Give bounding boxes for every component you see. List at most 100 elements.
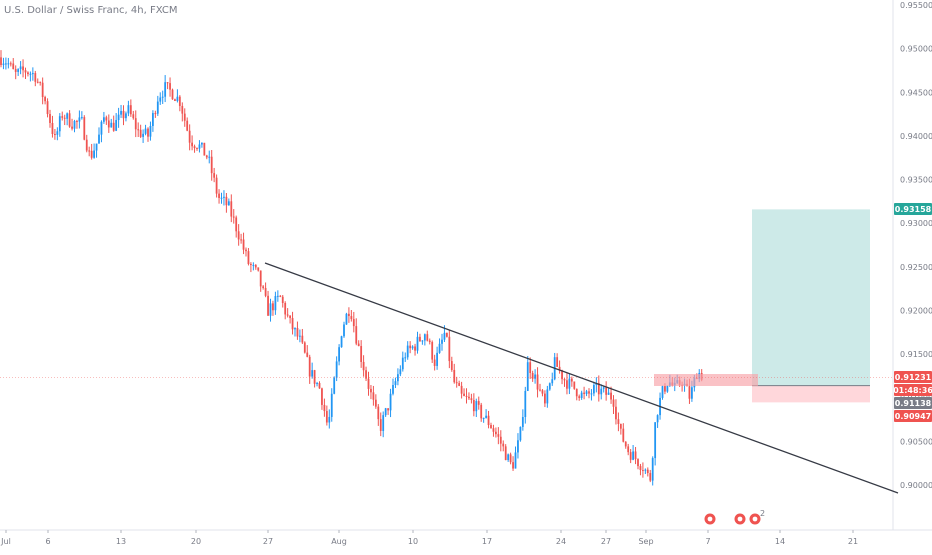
stop-loss-zone[interactable] — [752, 385, 870, 403]
candle-body-23 — [56, 131, 59, 135]
candle-body-174 — [426, 334, 429, 341]
candle-body-40 — [98, 134, 100, 144]
candle-body-97 — [237, 231, 240, 240]
candle-body-255 — [624, 441, 627, 447]
candle-body-22 — [54, 133, 56, 135]
price-tag-label-0: 0.93158 — [895, 205, 932, 214]
price-tag-3 — [894, 397, 932, 409]
candle-body-166 — [406, 345, 409, 358]
candle-body-129 — [316, 383, 318, 385]
candles — [0, 50, 703, 486]
candle-body-157 — [384, 408, 387, 416]
candle-body-122 — [299, 335, 301, 337]
trendline[interactable] — [264, 262, 899, 494]
candle-body-93 — [227, 201, 230, 206]
price-tick-2: 0.94500 — [900, 88, 932, 97]
candle-body-126 — [308, 356, 311, 377]
time-tick-6: 10 — [408, 537, 418, 546]
price-tag-1 — [894, 371, 932, 383]
candle-body-113 — [276, 295, 279, 297]
candle-body-203 — [497, 434, 500, 437]
price-tag-4 — [894, 410, 932, 422]
price-tick-11: 0.90000 — [900, 481, 932, 490]
price-tick-8: 0.91500 — [900, 350, 932, 359]
candle-body-142 — [348, 313, 350, 317]
time-tick-12: 14 — [775, 537, 785, 546]
candle-body-172 — [421, 340, 424, 342]
candle-body-37 — [90, 150, 93, 158]
candle-body-46 — [112, 122, 115, 131]
candle-body-86 — [210, 156, 213, 174]
candle-body-191 — [468, 396, 470, 399]
candle-body-240 — [588, 391, 590, 394]
candle-body-94 — [230, 201, 233, 217]
candle-body-251 — [615, 406, 617, 420]
candle-body-51 — [125, 113, 127, 119]
candle-body-183 — [448, 336, 451, 362]
candle-body-8 — [19, 66, 22, 70]
event-badge-1-dot — [707, 516, 713, 522]
candle-body-66 — [161, 96, 164, 98]
time-tick-10: Sep — [638, 537, 653, 546]
entry-zone[interactable] — [654, 374, 758, 386]
candle-body-238 — [583, 392, 585, 394]
candle-body-267 — [654, 422, 657, 459]
candle-body-270 — [661, 386, 664, 398]
candle-body-32 — [78, 117, 81, 122]
candle-body-206 — [504, 446, 507, 461]
profit-zone[interactable] — [752, 209, 870, 386]
candle-body-4 — [9, 63, 12, 65]
candle-body-12 — [29, 73, 32, 75]
candle-body-173 — [423, 334, 426, 341]
candle-body-96 — [235, 217, 238, 232]
candle-body-92 — [225, 196, 228, 206]
candle-body-139 — [340, 336, 343, 348]
price-tag-label-1: 0.91231 — [895, 373, 932, 382]
event-badge-2-dot — [737, 516, 743, 522]
candle-body-271 — [664, 386, 666, 392]
candle-body-45 — [110, 122, 113, 128]
price-tick-3: 0.94000 — [900, 132, 932, 141]
time-tick-13: 21 — [848, 537, 858, 546]
candle-body-120 — [294, 328, 296, 330]
candle-body-104 — [254, 264, 257, 268]
candle-body-135 — [330, 393, 333, 417]
candle-body-230 — [563, 379, 566, 381]
candle-body-16 — [39, 81, 42, 83]
candle-body-33 — [80, 117, 83, 119]
candle-body-146 — [357, 343, 360, 347]
candle-body-121 — [296, 328, 299, 337]
candle-body-63 — [154, 113, 157, 115]
candle-body-2 — [5, 63, 7, 65]
candle-body-80 — [196, 148, 198, 150]
candle-body-220 — [539, 389, 541, 391]
candle-body-257 — [629, 452, 632, 460]
candle-body-133 — [325, 411, 328, 423]
candle-body-188 — [460, 385, 463, 394]
candle-body-57 — [139, 129, 142, 137]
candle-body-1 — [2, 63, 5, 65]
candle-body-232 — [568, 378, 571, 389]
candle-body-205 — [502, 443, 505, 447]
candle-body-28 — [68, 113, 71, 127]
candle-body-48 — [117, 114, 120, 121]
candle-body-106 — [259, 270, 262, 287]
candle-body-71 — [174, 99, 176, 101]
candle-body-114 — [279, 295, 282, 297]
candle-body-170 — [416, 336, 419, 351]
candle-body-236 — [578, 396, 581, 398]
candle-body-189 — [463, 393, 465, 396]
time-tick-0: Jul — [0, 537, 11, 546]
candle-body-62 — [152, 113, 154, 126]
candle-body-73 — [178, 96, 181, 106]
candle-body-53 — [129, 105, 132, 115]
candle-body-140 — [343, 324, 345, 337]
candle-body-82 — [201, 142, 203, 145]
candle-body-186 — [455, 382, 458, 384]
candle-body-214 — [524, 390, 527, 418]
candle-body-112 — [274, 296, 277, 311]
candle-body-248 — [607, 392, 610, 395]
candle-body-233 — [570, 378, 573, 382]
